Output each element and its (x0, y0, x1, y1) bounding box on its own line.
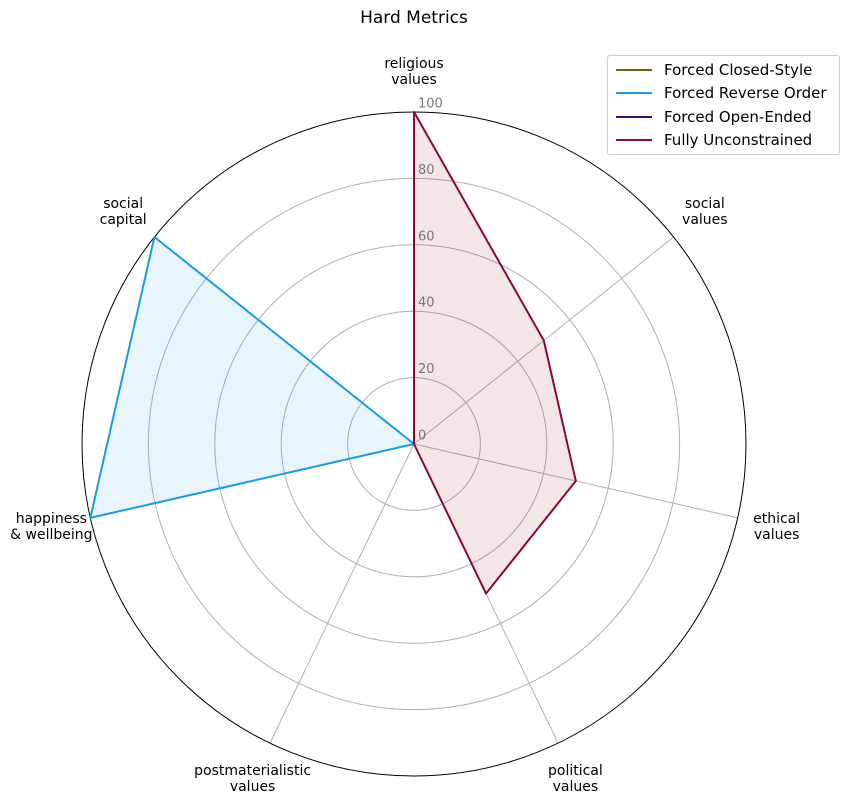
category-label: political values (548, 763, 603, 796)
r-tick-label: 0 (418, 429, 426, 444)
r-tick-label: 80 (418, 163, 435, 178)
series-line (89, 236, 415, 519)
legend: Forced Closed-Style Forced Reverse Order F… (607, 55, 840, 155)
legend-swatch (616, 68, 652, 71)
legend-item: Forced Reverse Order (608, 82, 839, 106)
series-line (413, 111, 577, 595)
legend-swatch (616, 139, 652, 142)
category-label: social values (682, 196, 728, 229)
category-label: postmaterialistic values (194, 763, 312, 796)
legend-item: Forced Closed-Style (608, 58, 839, 82)
legend-item: Fully Unconstrained (608, 129, 839, 153)
category-label: religious values (384, 56, 444, 88)
legend-swatch (616, 92, 652, 95)
r-tick-label: 20 (418, 362, 435, 377)
legend-label: Forced Open-Ended (664, 107, 812, 126)
category-label: ethical values (753, 510, 801, 543)
legend-swatch (616, 115, 652, 118)
legend-item: Forced Open-Ended (608, 105, 839, 129)
r-tick-label: 40 (418, 296, 435, 311)
r-tick-label: 100 (418, 97, 443, 112)
chart-title: Hard Metrics (360, 8, 468, 28)
spoke (269, 443, 415, 744)
r-tick-label: 60 (418, 229, 435, 244)
series-area (90, 237, 414, 518)
legend-label: Fully Unconstrained (664, 131, 813, 150)
category-label: social capital (99, 196, 147, 229)
series-area (414, 112, 576, 594)
category-label: happiness & wellbeing (10, 510, 93, 543)
legend-label: Forced Closed-Style (664, 60, 813, 79)
legend-label: Forced Reverse Order (664, 84, 827, 103)
